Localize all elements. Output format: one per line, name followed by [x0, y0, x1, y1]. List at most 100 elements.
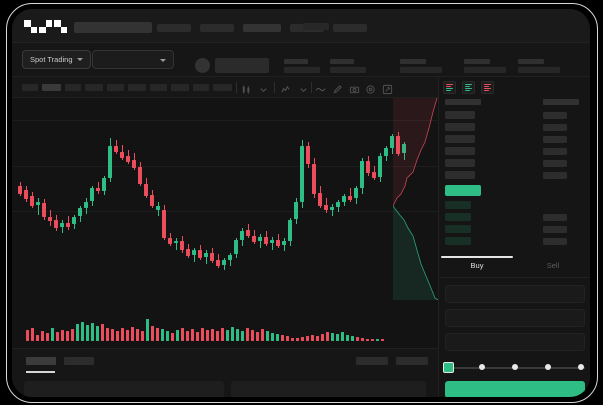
pencil-icon[interactable] [332, 82, 343, 94]
volume-bar [186, 331, 189, 341]
price-chart[interactable] [12, 98, 438, 348]
volume-bar [356, 337, 359, 341]
ask-price[interactable] [445, 135, 475, 143]
volume-bar [336, 334, 339, 341]
volume-bar [106, 328, 109, 341]
volume-bar [291, 338, 294, 341]
orders-tab[interactable] [64, 357, 94, 365]
nav-item-3[interactable] [243, 24, 281, 32]
ask-price[interactable] [445, 123, 475, 131]
volume-bar [201, 328, 204, 341]
volume-bar [271, 333, 274, 341]
market-type-dropdown[interactable]: Spot Trading [22, 50, 91, 69]
ask-amount [543, 123, 567, 131]
volume-bar [31, 328, 34, 341]
volume-bar [236, 329, 239, 341]
nav-item-1[interactable] [157, 24, 191, 32]
orders-action[interactable] [356, 357, 388, 365]
stat-block-3 [400, 59, 442, 73]
depth-chart [393, 98, 438, 300]
volume-bar [196, 332, 199, 341]
submit-buy-button[interactable] [445, 381, 585, 397]
volume-bar [41, 331, 44, 341]
volume-bar [261, 329, 264, 341]
nav-item-5[interactable] [333, 24, 367, 32]
volume-bar [221, 328, 224, 341]
search-input[interactable] [74, 22, 152, 33]
device-bezel [6, 3, 598, 403]
volume-bar [156, 328, 159, 341]
bid-price[interactable] [445, 225, 471, 233]
indicator-icon[interactable] [280, 82, 291, 93]
stat-block-5 [518, 59, 560, 73]
slider-stop[interactable] [479, 364, 485, 370]
pair-name [215, 58, 269, 73]
slider-stop[interactable] [512, 364, 518, 370]
orders-tab-active[interactable] [26, 357, 56, 365]
volume-bar [256, 332, 259, 341]
volume-bar [361, 338, 364, 341]
bid-price[interactable] [445, 213, 471, 221]
nav-item-2[interactable] [200, 24, 234, 32]
interval-button[interactable] [65, 84, 81, 91]
chart-gridline [12, 211, 438, 212]
orderbook-bids-icon[interactable] [462, 81, 475, 94]
volume-bar [66, 331, 69, 341]
okx-logo[interactable] [24, 20, 67, 33]
interval-button[interactable] [193, 84, 209, 91]
orders-panel [12, 348, 438, 397]
pair-select[interactable] [92, 50, 174, 69]
order-price-field[interactable] [445, 285, 585, 303]
stat-value [330, 67, 366, 73]
slider-stop[interactable] [578, 364, 584, 370]
interval-button[interactable] [150, 84, 167, 91]
interval-button[interactable] [128, 84, 146, 91]
interval-button[interactable] [171, 84, 189, 91]
volume-bar [301, 337, 304, 341]
ask-amount [543, 135, 567, 143]
tab-buy[interactable]: Buy [470, 261, 484, 270]
orders-action[interactable] [396, 357, 428, 365]
slider-stop[interactable] [545, 364, 551, 370]
settings-icon[interactable] [365, 82, 376, 94]
interval-button[interactable] [85, 84, 103, 91]
ask-price[interactable] [445, 159, 475, 167]
orderbook-header-amount [543, 99, 579, 105]
ask-amount [543, 147, 567, 155]
volume-bar [296, 338, 299, 341]
order-amount-field[interactable] [445, 309, 585, 327]
fullscreen-icon[interactable] [382, 82, 393, 95]
volume-bar [321, 334, 324, 341]
volume-bar [126, 330, 129, 341]
ask-price[interactable] [445, 147, 475, 155]
line-tool-icon[interactable] [315, 82, 326, 93]
slider-handle-icon[interactable] [443, 362, 454, 373]
volume-bar [46, 333, 49, 341]
interval-button[interactable] [22, 84, 38, 91]
interval-button[interactable] [107, 84, 124, 91]
stat-label [518, 59, 544, 64]
candlestick-type-icon[interactable] [241, 82, 252, 94]
chevron-down-icon[interactable] [298, 82, 309, 93]
bid-price[interactable] [445, 201, 471, 209]
chevron-down-icon[interactable] [258, 82, 269, 93]
active-tab-underline [441, 256, 513, 258]
ask-price[interactable] [445, 111, 475, 119]
volume-bar [226, 330, 229, 341]
bid-amount [543, 225, 567, 233]
ask-price[interactable] [445, 171, 475, 179]
active-tab-underline [26, 371, 55, 373]
order-total-field[interactable] [445, 333, 585, 351]
interval-button-active[interactable] [42, 84, 61, 91]
snapshot-icon[interactable] [349, 82, 360, 94]
orderbook-both-icon[interactable] [443, 81, 456, 94]
volume-bar [121, 328, 124, 341]
interval-button[interactable] [213, 84, 232, 91]
volume-bar [136, 329, 139, 341]
tab-sell[interactable]: Sell [546, 261, 560, 270]
chevron-down-icon [160, 59, 166, 62]
current-price-row [445, 185, 481, 196]
stat-value [284, 67, 320, 73]
bid-price[interactable] [445, 237, 471, 245]
orderbook-asks-icon[interactable] [481, 81, 494, 94]
